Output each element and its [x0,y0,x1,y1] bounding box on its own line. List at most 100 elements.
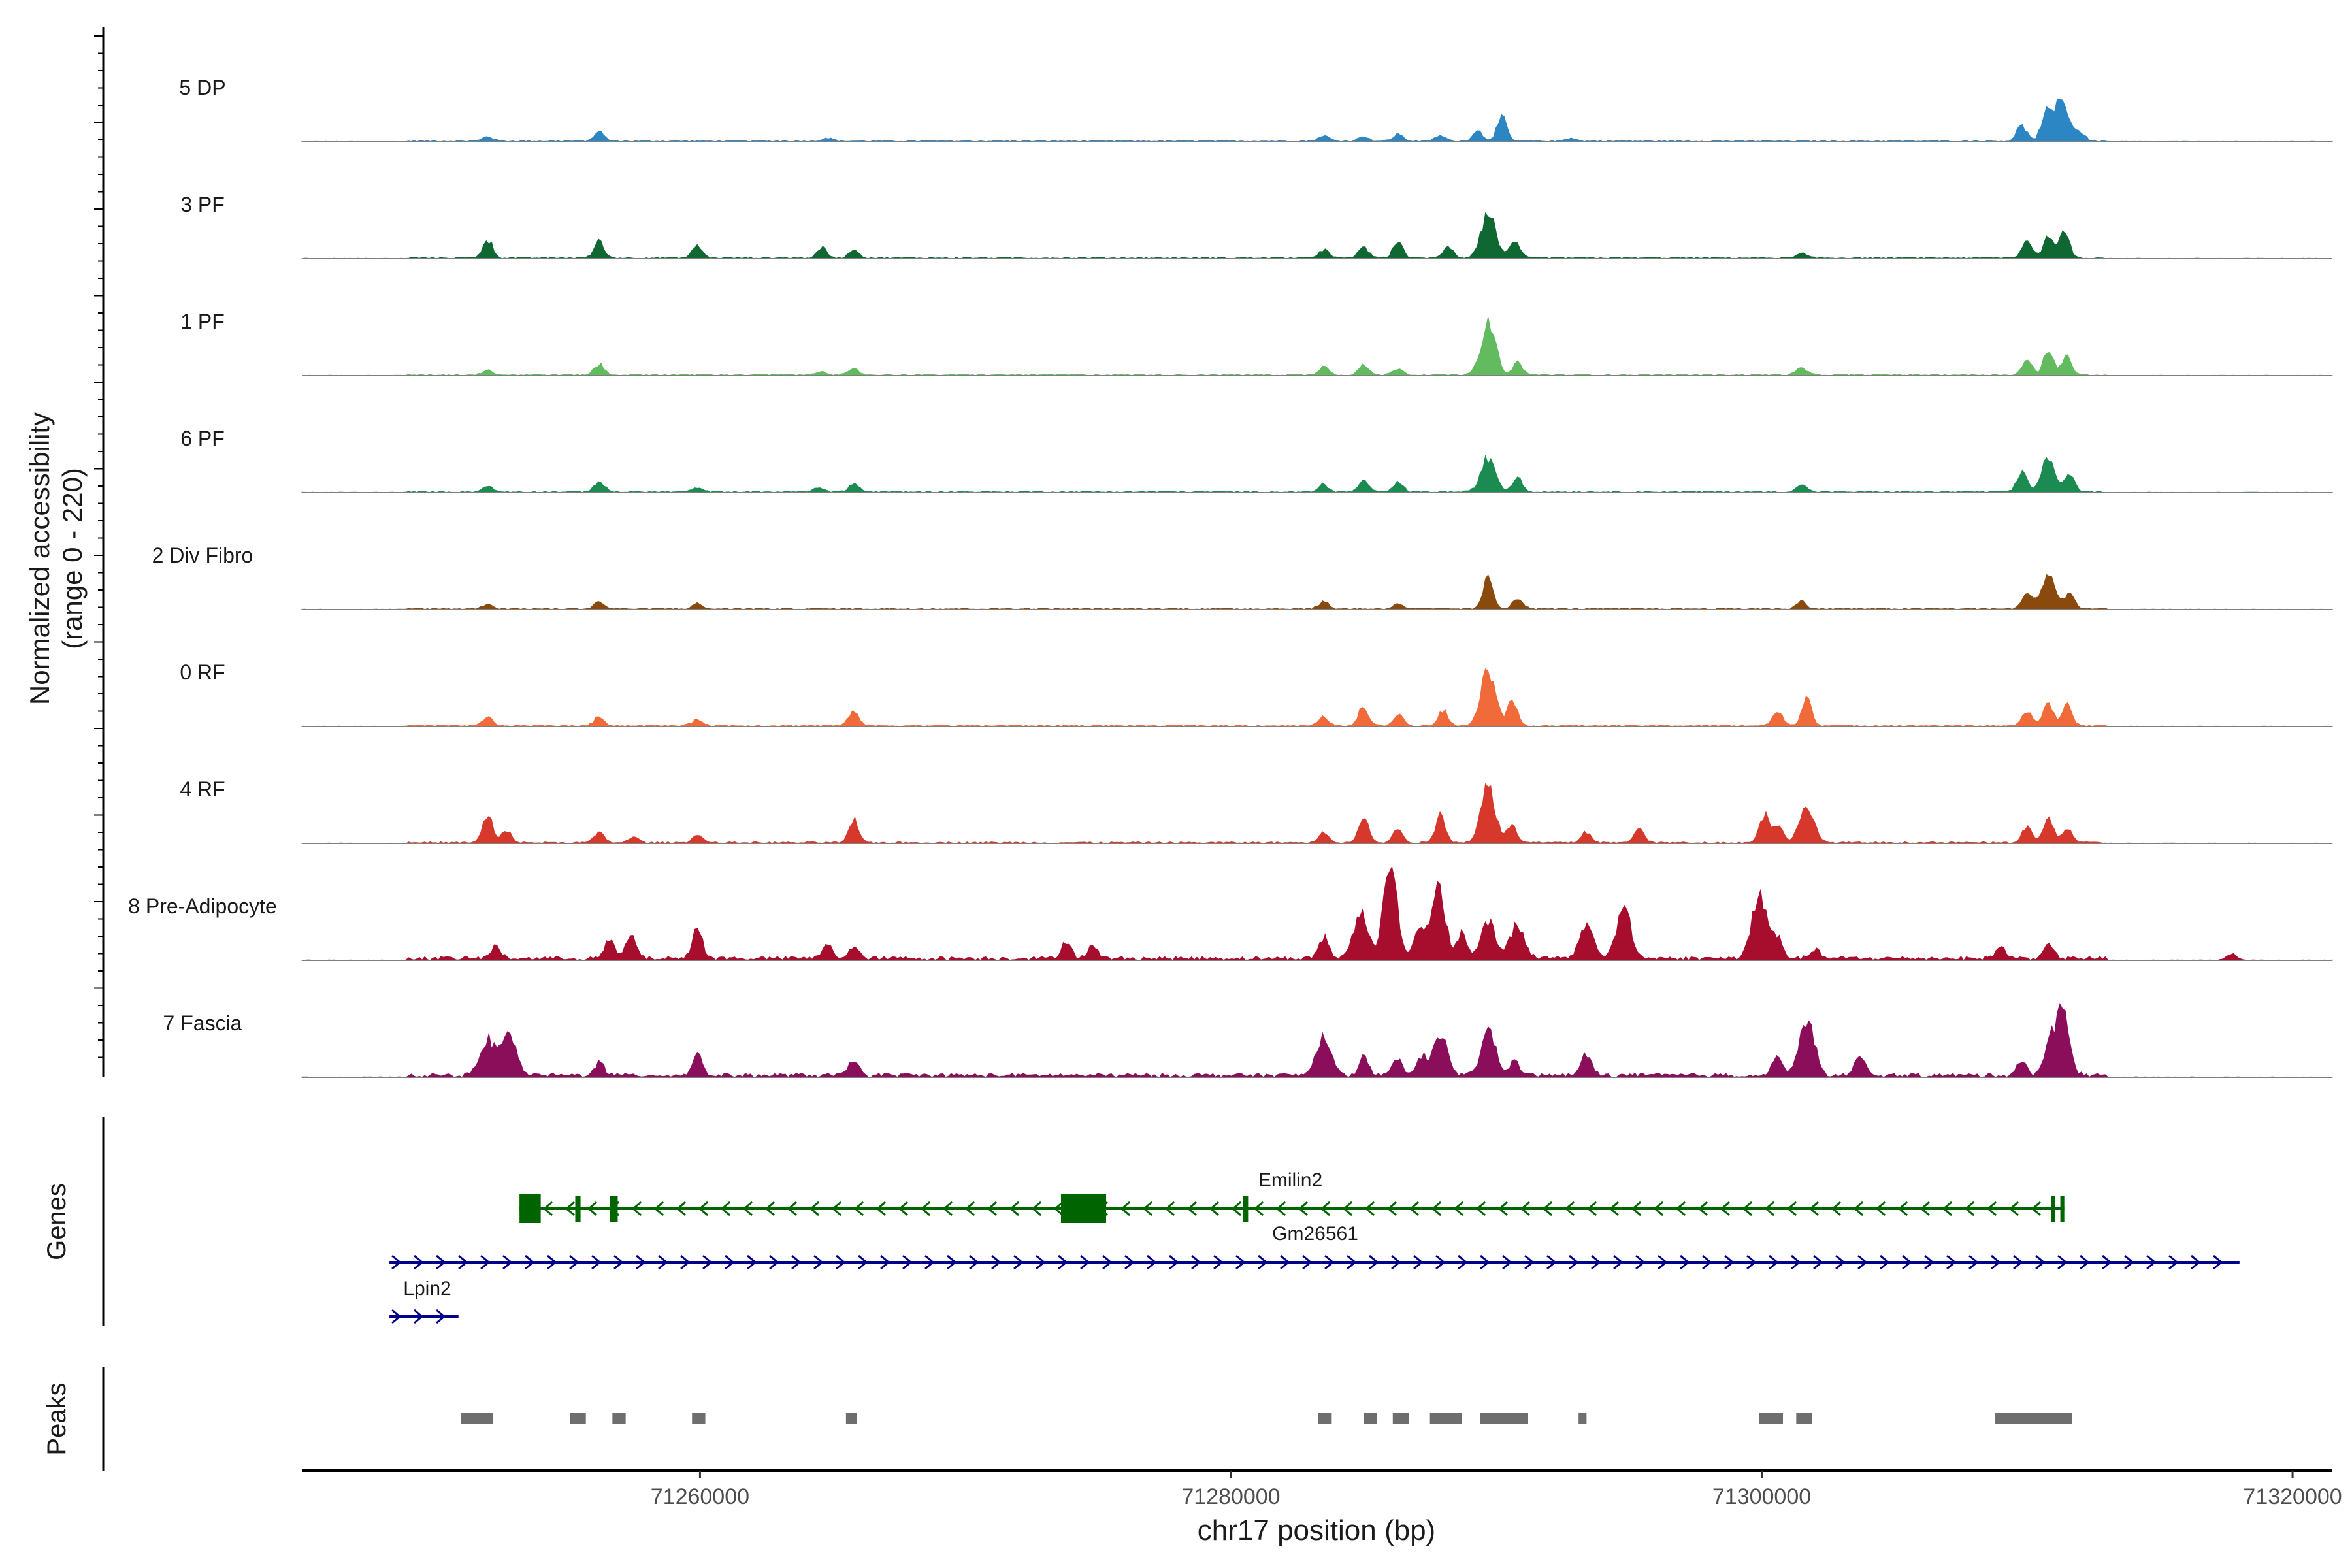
strand-chevron [1258,1254,1268,1270]
strand-chevron [1497,1201,1509,1217]
strand-chevron [631,1201,642,1217]
strand-chevron [809,1201,820,1217]
strand-chevron [1742,1201,1753,1217]
strand-chevron [1564,1201,1575,1217]
track-7-fascia: 7 Fascia [163,1003,2333,1078]
peak-region [692,1413,706,1424]
strand-chevron [1942,1201,1953,1217]
strand-chevron [547,1254,557,1270]
strand-chevron [391,1254,402,1270]
strand-chevron [2008,1201,2019,1217]
strand-chevron [1409,1201,1420,1217]
strand-chevron [1964,1201,1975,1217]
strand-chevron [942,1201,953,1217]
strand-chevron [2191,1254,2201,1270]
strand-chevron [653,1201,664,1217]
strand-chevron [391,1309,402,1324]
strand-chevron [1968,1254,1979,1270]
track-3-pf: 3 PF [180,193,2333,259]
strand-chevron [858,1254,868,1270]
strand-chevron [1036,1254,1046,1270]
strand-chevron [1613,1254,1624,1270]
strand-chevron [969,1254,979,1270]
x-tick-label: 71320000 [2243,1484,2342,1509]
strand-chevron [1520,1201,1531,1217]
strand-chevron [2057,1254,2068,1270]
track-label: 4 RF [180,777,225,801]
strand-chevron [987,1201,998,1217]
exon [519,1194,541,1223]
strand-chevron [1880,1254,1890,1270]
track-signal [301,454,2333,493]
peak-region [1759,1413,1784,1424]
strand-chevron [742,1201,753,1217]
strand-chevron [1946,1254,1957,1270]
strand-chevron [787,1201,798,1217]
strand-chevron [1124,1254,1135,1270]
strand-chevron [1680,1254,1690,1270]
x-axis-ticks: 71260000 71280000 71300000 71320000 [651,1471,2342,1509]
strand-chevron [1475,1201,1486,1217]
strand-chevron [613,1254,624,1270]
exon [2051,1196,2055,1222]
strand-chevron [1653,1201,1664,1217]
strand-chevron [658,1254,668,1270]
strand-chevron [947,1254,957,1270]
strand-chevron [1142,1201,1153,1217]
strand-chevron [747,1254,757,1270]
strand-chevron [1391,1254,1401,1270]
track-label: 0 RF [180,661,225,684]
strand-chevron [1453,1201,1464,1217]
strand-chevron [1209,1201,1220,1217]
strand-chevron [1991,1254,2001,1270]
strand-chevron [1320,1201,1331,1217]
accessibility-tracks: 5 DP 3 PF 1 PF 6 PF 2 Div Fibro 0 RF 4 RF 8 Pre… [128,76,2333,1078]
strand-chevron [1213,1254,1224,1270]
strand-chevron [991,1254,1002,1270]
strand-chevron [1791,1254,1801,1270]
strand-chevron [1502,1254,1512,1270]
strand-chevron [1280,1254,1290,1270]
strand-chevron [1458,1254,1468,1270]
peaks-panel-label: Peaks [42,1382,71,1455]
strand-chevron [1342,1201,1353,1217]
track-label: 6 PF [180,427,225,450]
strand-chevron [1347,1254,1357,1270]
y-axis-range: (range 0 - 220) [57,468,88,649]
gene-gm26561 [1243,1196,1249,1222]
track-label: 2 Div Fibro [152,544,253,567]
strand-chevron [1897,1201,1908,1217]
genes-panel-label: Genes [42,1183,71,1260]
strand-chevron [1013,1254,1024,1270]
exon [2060,1196,2065,1222]
strand-chevron [2168,1254,2179,1270]
strand-chevron [920,1201,931,1217]
strand-chevron [1120,1201,1131,1217]
gene-label: Emilin2 [1258,1169,1322,1191]
peak-region [570,1413,586,1424]
track-6-pf: 6 PF [180,427,2333,493]
strand-chevron [1369,1254,1379,1270]
y-axis-ticks [94,35,103,1058]
strand-chevron [1231,1201,1242,1217]
strand-chevron [791,1254,802,1270]
strand-chevron [1808,1201,1820,1217]
strand-chevron [764,1201,776,1217]
exon [1243,1196,1249,1222]
peak-region [1392,1413,1409,1424]
strand-chevron [702,1254,713,1270]
exon [575,1196,581,1222]
peak-region [845,1413,857,1424]
strand-chevron [680,1254,691,1270]
gene-label: Lpin2 [403,1278,451,1299]
strand-chevron [1857,1254,1868,1270]
strand-chevron [1164,1201,1175,1217]
strand-chevron [836,1254,846,1270]
gene-lpin2-isoform [389,1309,459,1324]
strand-chevron [1431,1201,1442,1217]
strand-chevron [1569,1254,1579,1270]
strand-chevron [1853,1201,1864,1217]
strand-chevron [1635,1254,1646,1270]
strand-chevron [569,1254,580,1270]
